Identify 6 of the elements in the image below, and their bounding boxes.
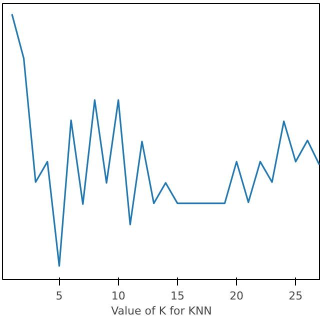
- x-tick-label: 15: [170, 290, 184, 302]
- x-tick-label: 5: [56, 290, 63, 302]
- x-axis-title: Value of K for KNN: [111, 304, 212, 318]
- x-tick-label: 20: [230, 290, 244, 302]
- x-tick-label: 10: [111, 290, 126, 302]
- x-tick-label: 25: [288, 290, 303, 302]
